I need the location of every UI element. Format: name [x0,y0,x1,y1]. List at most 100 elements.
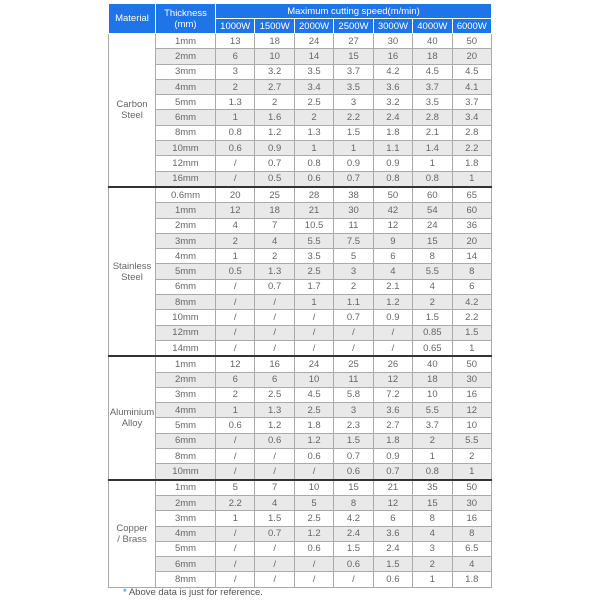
speed-cell: 1.1 [333,294,374,311]
speed-cell: 1 [293,140,335,157]
material-cell: Carbon Steel [108,32,156,188]
speed-cell: 2.5 [293,510,335,527]
speed-cell: 0.6 [214,417,256,434]
speed-cell: 0.8 [372,170,414,188]
header-material: Material [108,3,156,34]
speed-cell: / [254,294,295,311]
table-row: 6mm 1 1.6 2 2.2 2.4 2.8 3.4 [109,109,493,126]
speed-cell: 2.4 [372,540,414,558]
speed-cell: 0.6 [293,540,335,558]
table-row: 5mm 0.6 1.2 1.8 2.3 2.7 3.7 10 [109,417,493,434]
speed-cell: 7.5 [333,232,374,250]
header-power: 3000W [372,18,414,34]
header-power: 1500W [254,18,295,34]
material-cell: Stainless Steel [108,185,156,357]
speed-cell: 1.3 [254,402,295,419]
speed-cell: 26 [372,355,414,373]
speed-cell: 0.7 [254,278,295,296]
speed-cell: 8 [451,263,493,280]
speed-cell: 1 [451,463,493,481]
speed-cell: 3.7 [412,78,453,96]
speed-cell: 0.6 [372,571,414,588]
speed-cell: 1 [293,294,335,311]
speed-cell: 0.6 [333,556,374,573]
thickness-cell: 14mm [155,339,216,357]
speed-cell: 10 [451,417,493,434]
speed-cell: / [214,278,256,296]
speed-cell: 3 [333,402,374,419]
header-power: 6000W [451,18,493,34]
speed-cell: 27 [333,32,374,50]
speed-cell: 1.2 [372,294,414,311]
speed-cell: 1.8 [451,155,493,172]
speed-cell: / [214,463,256,481]
speed-cell: 0.8 [214,124,256,142]
speed-cell: 24 [412,217,453,234]
speed-cell: 2.3 [333,417,374,434]
thickness-cell: 1mm [155,202,216,219]
table-row: 3mm 1 1.5 2.5 4.2 6 8 16 [109,510,493,527]
speed-cell: 18 [412,48,453,65]
thickness-cell: 10mm [155,463,216,481]
speed-cell: 50 [451,478,493,496]
speed-cell: 5 [333,248,374,265]
table-row: Aluminium Alloy 1mm 12 16 24 25 26 40 50 [108,355,493,481]
speed-cell: 50 [451,32,493,50]
speed-cell: 1.1 [372,140,414,157]
speed-cell: 4.2 [451,294,493,311]
speed-cell: 42 [372,202,414,219]
speed-cell: 1.2 [254,124,295,142]
speed-cell: 4.2 [372,63,414,80]
speed-cell: 5 [214,478,256,496]
speed-cell: 2 [254,248,295,265]
thickness-cell: 10mm [155,309,216,326]
speed-cell: 4 [412,278,453,296]
speed-cell: 6 [214,48,256,65]
speed-cell: 5 [293,494,335,512]
thickness-cell: 4mm [155,78,216,96]
speed-cell: 4 [451,556,493,573]
header-power: 2500W [333,18,374,34]
thickness-cell: 1mm [155,355,216,373]
speed-cell: 1.3 [214,94,256,111]
speed-cell: 3.7 [412,417,453,434]
speed-cell: 18 [412,371,453,388]
speed-cell: 5.8 [333,386,374,404]
speed-cell: 8 [451,525,493,542]
speed-cell: 15 [333,478,374,496]
speed-cell: 3.4 [451,109,493,126]
speed-cell: 30 [333,202,374,219]
speed-cell: / [254,540,295,558]
speed-cell: 0.9 [333,155,374,172]
speed-cell: 2.2 [451,140,493,157]
speed-cell: / [254,448,295,465]
thickness-cell: 2mm [155,371,216,388]
speed-cell: 3.7 [333,63,374,80]
speed-cell: / [214,294,256,311]
speed-cell: / [293,324,335,341]
speed-cell: 3.4 [293,78,335,96]
speed-cell: 6 [372,510,414,527]
thickness-cell: 4mm [155,402,216,419]
speed-cell: 2.4 [372,109,414,126]
table-row: 8mm //1 1.1 1.2 2 4.2 [109,294,493,311]
speed-cell: 11 [333,217,374,234]
speed-cell: 11 [333,371,374,388]
speed-cell: 1.5 [412,309,453,326]
header-power: 2000W [293,18,335,34]
speed-cell: 1.4 [412,140,453,157]
speed-cell: 12 [214,355,256,373]
speed-cell: 50 [372,185,414,204]
header-thickness: Thickness (mm) [155,3,216,34]
speed-cell: 4 [412,525,453,542]
speed-cell: 18 [254,32,295,50]
thickness-cell: 2mm [155,217,216,234]
header-power: 1000W [214,18,256,34]
speed-cell: 3 [333,263,374,280]
speed-cell: 2 [412,432,453,450]
speed-cell: 7 [254,478,295,496]
table-row: 4mm 1 1.3 2.5 3 3.6 5.5 12 [109,402,493,419]
speed-cell: 28 [293,185,335,204]
thickness-cell: 4mm [155,525,216,542]
speed-cell: 2 [451,448,493,465]
